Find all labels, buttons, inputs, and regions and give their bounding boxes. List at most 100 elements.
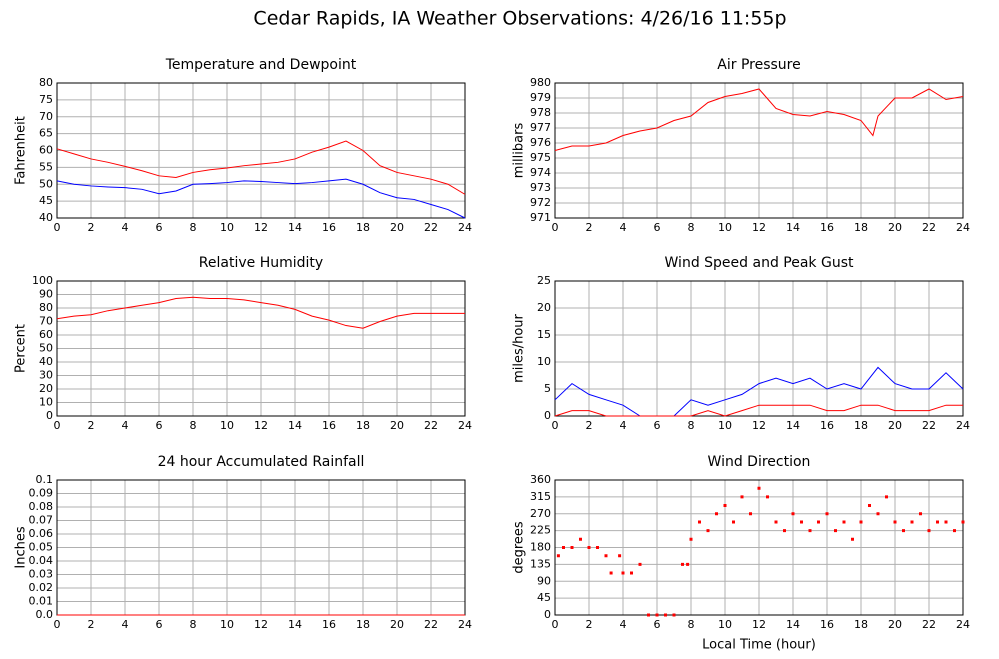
chart-title: Wind Direction xyxy=(708,454,811,470)
y-tick-label: 0.0 xyxy=(36,608,54,621)
x-tick-label: 22 xyxy=(424,618,438,631)
x-tick-label: 12 xyxy=(752,419,766,432)
x-tick-label: 12 xyxy=(752,221,766,234)
y-tick-label: 180 xyxy=(530,541,551,554)
x-tick-label: 18 xyxy=(854,618,868,631)
y-tick-label: 135 xyxy=(530,557,551,570)
x-tick-label: 20 xyxy=(390,419,404,432)
data-point xyxy=(587,546,591,549)
x-tick-label: 2 xyxy=(586,221,593,234)
x-tick-label: 24 xyxy=(458,221,472,234)
y-tick-label: 90 xyxy=(39,288,53,301)
x-tick-label: 18 xyxy=(356,221,370,234)
data-point xyxy=(808,529,812,533)
x-tick-label: 0 xyxy=(552,618,559,631)
y-tick-label: 0.08 xyxy=(29,500,54,513)
y-tick-label: 979 xyxy=(530,91,551,104)
y-tick-label: 50 xyxy=(39,177,53,190)
y-tick-label: 70 xyxy=(39,315,53,328)
x-tick-label: 10 xyxy=(718,221,732,234)
x-tick-label: 18 xyxy=(356,419,370,432)
y-tick-label: 5 xyxy=(544,382,551,395)
x-tick-label: 24 xyxy=(458,419,472,432)
y-tick-label: 0 xyxy=(544,608,551,621)
x-tick-label: 6 xyxy=(654,419,661,432)
data-point xyxy=(834,529,837,533)
page-title: Cedar Rapids, IA Weather Observations: 4… xyxy=(253,8,786,30)
data-point xyxy=(740,495,744,499)
x-tick-label: 22 xyxy=(424,419,438,432)
data-point xyxy=(927,529,931,533)
data-point xyxy=(655,613,659,617)
y-tick-label: 100 xyxy=(32,274,53,287)
data-point xyxy=(556,554,560,558)
y-tick-label: 0.1 xyxy=(36,473,54,486)
data-point xyxy=(817,520,820,524)
data-point xyxy=(689,537,693,541)
y-tick-label: 270 xyxy=(530,507,551,520)
x-tick-label: 18 xyxy=(854,221,868,234)
x-tick-label: 20 xyxy=(888,618,902,631)
data-point xyxy=(757,486,761,490)
y-axis-label: degrees xyxy=(512,521,527,574)
y-tick-label: 0.09 xyxy=(29,487,54,500)
x-tick-label: 12 xyxy=(254,419,268,432)
y-tick-label: 972 xyxy=(530,196,551,209)
data-point xyxy=(732,520,735,524)
data-point xyxy=(885,495,888,499)
y-tick-label: 65 xyxy=(39,127,53,140)
x-tick-label: 10 xyxy=(220,221,234,234)
data-point xyxy=(698,520,701,524)
x-tick-label: 20 xyxy=(390,618,404,631)
x-tick-label: 0 xyxy=(552,221,559,234)
x-tick-label: 24 xyxy=(458,618,472,631)
plot-frame xyxy=(554,280,964,417)
data-point xyxy=(562,546,565,549)
data-point xyxy=(596,546,599,549)
data-point xyxy=(579,537,582,541)
x-tick-label: 2 xyxy=(586,419,593,432)
x-tick-label: 16 xyxy=(322,419,336,432)
x-tick-label: 14 xyxy=(786,618,800,631)
x-tick-label: 10 xyxy=(220,419,234,432)
x-tick-label: 2 xyxy=(88,221,95,234)
chart-title: Air Pressure xyxy=(717,57,800,73)
y-tick-label: 55 xyxy=(39,160,53,173)
x-tick-label: 8 xyxy=(688,618,695,631)
y-axis-label: Percent xyxy=(14,324,29,373)
x-tick-label: 6 xyxy=(156,618,163,631)
x-tick-label: 8 xyxy=(688,419,695,432)
chart-title: Wind Speed and Peak Gust xyxy=(665,255,854,271)
x-tick-label: 20 xyxy=(888,221,902,234)
data-point xyxy=(618,554,622,558)
y-axis-label: miles/hour xyxy=(512,313,527,382)
x-tick-label: 8 xyxy=(190,221,197,234)
y-tick-label: 70 xyxy=(39,110,53,123)
data-point xyxy=(876,512,880,516)
x-tick-label: 4 xyxy=(122,419,129,432)
y-tick-label: 30 xyxy=(39,369,53,382)
y-tick-label: 10 xyxy=(537,355,551,368)
data-point xyxy=(868,504,871,507)
x-tick-label: 6 xyxy=(156,419,163,432)
data-line xyxy=(56,178,466,219)
x-tick-label: 22 xyxy=(922,221,936,234)
data-point xyxy=(570,546,574,549)
data-line xyxy=(554,366,964,417)
x-tick-label: 6 xyxy=(654,221,661,234)
data-line xyxy=(554,404,963,417)
x-tick-label: 18 xyxy=(854,419,868,432)
x-tick-label: 20 xyxy=(390,221,404,234)
x-tick-label: 12 xyxy=(752,618,766,631)
y-tick-label: 45 xyxy=(39,194,53,207)
y-tick-label: 0.06 xyxy=(29,527,54,540)
y-tick-label: 40 xyxy=(39,355,53,368)
data-point xyxy=(774,520,778,524)
y-tick-label: 0.05 xyxy=(29,541,54,554)
y-tick-label: 45 xyxy=(537,591,551,604)
x-tick-label: 0 xyxy=(54,419,61,432)
x-tick-label: 24 xyxy=(956,618,970,631)
y-axis-label: millibars xyxy=(512,123,527,179)
